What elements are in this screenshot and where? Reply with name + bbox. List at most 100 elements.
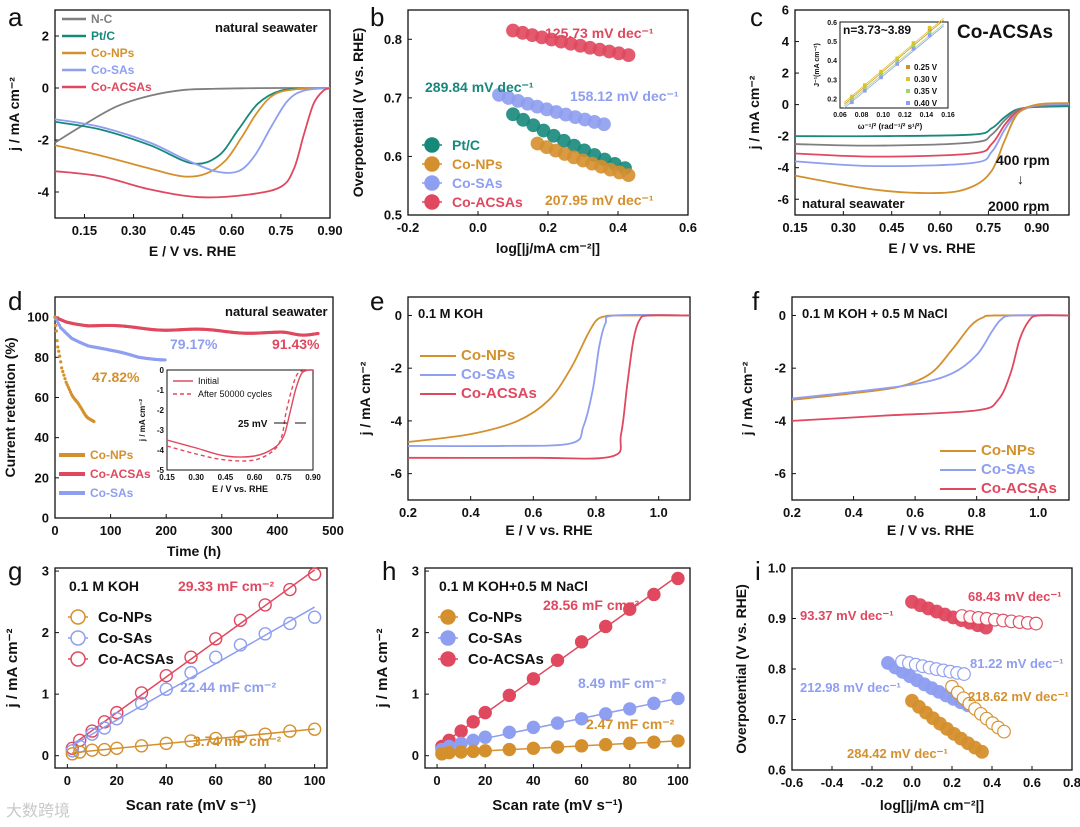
panel-g-ytick-label: 2 (42, 625, 49, 640)
panel-i-xtick-label: 0.8 (1063, 775, 1080, 790)
panel-d-point (58, 354, 62, 358)
panel-g-ytick-label: 3 (42, 564, 49, 579)
panel-b-letter: b (370, 2, 384, 32)
panel-c-inset-point (879, 69, 883, 74)
panel-c-inset-point (927, 33, 932, 38)
panel-a-xlabel: E / V vs. RHE (149, 243, 236, 259)
panel-a-ytick-label: -2 (37, 133, 49, 148)
panel-e-annotation: 0.1 M KOH (418, 306, 483, 321)
panel-g-point (159, 682, 173, 696)
panel-c-ylabel: j / mA cm⁻² (746, 75, 762, 150)
panel-i-ytick-label: 1.0 (768, 561, 786, 576)
panel-f-xtick-label: 0.2 (783, 505, 801, 520)
panel-h-annotation: 0.1 M KOH+0.5 M NaCl (439, 578, 588, 594)
panel-a-xtick-label: 0.90 (317, 223, 342, 238)
panel-e-xtick-label: 0.2 (399, 505, 417, 520)
panel-h-frame (424, 567, 691, 769)
panel-h-xlabel: Scan rate (mV s⁻¹) (492, 797, 622, 814)
panel-h-xtick-label: 0 (433, 773, 440, 788)
panel-d-annotation: natural seawater (225, 304, 328, 319)
panel-d-legend-label: Co-NPs (90, 448, 134, 462)
panel-i-slope-label: 81.22 mV dec⁻¹ (970, 656, 1064, 671)
panel-d-inset-xtick-label: 0.45 (218, 473, 234, 482)
panel-c-inset-fit (844, 25, 944, 109)
panel-c-ytick-label: 0 (782, 97, 789, 112)
panel-f-xlabel: E / V vs. RHE (887, 522, 974, 538)
panel-g-point (209, 632, 223, 646)
panel-g-point (184, 734, 198, 748)
panel-c-inset-xtick-label: 0.06 (833, 112, 847, 119)
panel-d-point (53, 315, 57, 319)
panel-f-legend-label: Co-NPs (981, 442, 1035, 459)
panel-c-inset-point (863, 85, 867, 89)
panel-g-ytick-label: 0 (42, 748, 49, 763)
panel-d-inset-xtick-label: 0.75 (276, 473, 292, 482)
panel-f-ytick-label: -6 (774, 466, 786, 481)
panel-d-point (54, 329, 58, 333)
panel-a-ylabel: j / mA cm⁻² (6, 77, 22, 152)
panel-b-xtick-label: 0.4 (609, 220, 628, 235)
panel-h-point (502, 742, 517, 757)
panel-g-ytick-label: 1 (42, 687, 49, 702)
panel-e-xtick-label: 1.0 (650, 505, 668, 520)
panel-a-legend-label: N-C (91, 12, 113, 26)
panel-g-xtick-label: 60 (208, 773, 222, 788)
panel-c-inset-ytick-label: 0.5 (827, 39, 837, 46)
panel-b-ytick-label: 0.5 (384, 208, 402, 223)
panel-c-ytick-label: -2 (777, 129, 789, 144)
panel-d-xlabel: Time (h) (167, 543, 221, 559)
panel-c-inset-xtick-label: 0.12 (898, 112, 912, 119)
panel-d-inset-series-line (166, 369, 314, 458)
panel-c-inset-xlabel: ω⁻¹/² (rad⁻¹/² s¹/²) (858, 122, 923, 131)
panel-h-legend-label: Co-ACSAs (468, 651, 544, 668)
panel-c-ytick-label: 2 (782, 66, 789, 81)
panel-i-letter: i (755, 556, 761, 586)
panel-d-point (65, 383, 69, 387)
panel-d-point (67, 388, 72, 392)
panel-h-point (647, 587, 661, 602)
panel-h-point (526, 741, 541, 756)
panel-d-ytick-label: 20 (35, 470, 49, 485)
panel-i-xtick-label: -0.2 (861, 775, 883, 790)
panel-d-ytick-label: 100 (27, 310, 49, 325)
panel-c-inset-point (911, 41, 916, 45)
panel-a-legend-label: Pt/C (91, 29, 115, 43)
panel-e-ylabel: j / mA cm⁻² (357, 361, 373, 436)
panel-c-inset-fit (844, 23, 944, 107)
panel-h-legend-marker (440, 651, 456, 667)
panel-h-letter: h (382, 556, 396, 586)
panel-h-legend-label: Co-SAs (468, 630, 522, 647)
panel-g-point (184, 665, 198, 680)
panel-i-slope-label: 93.37 mV dec⁻¹ (800, 608, 894, 623)
panel-d-point (57, 349, 61, 353)
panel-c-xtick-label: 0.45 (879, 220, 904, 235)
panel-e-frame (407, 296, 691, 501)
panel-d-inset-series-line (166, 369, 314, 462)
panel-g-point (283, 724, 297, 738)
panel-b-legend-marker (424, 137, 440, 153)
panel-h-ytick-label: 1 (412, 687, 419, 702)
panel-d-inset-ylabel: j / mA cm⁻² (138, 399, 147, 442)
panel-f-legend-label: Co-ACSAs (981, 480, 1057, 497)
panel-b-xtick-label: 0.0 (469, 220, 487, 235)
panel-h-point (502, 725, 517, 740)
panel-f-xtick-label: 0.4 (845, 505, 864, 520)
panel-b-legend-marker (424, 156, 440, 172)
panel-h-point (502, 688, 517, 703)
panel-h-ytick-label: 2 (412, 625, 419, 640)
panel-g-point (258, 627, 272, 641)
panel-c-frame (794, 9, 1070, 216)
panel-g-xtick-label: 80 (258, 773, 272, 788)
panel-h-xtick-label: 100 (667, 773, 689, 788)
panel-d-letter: d (8, 286, 22, 316)
panel-d-ylabel: Current retention (%) (2, 338, 18, 478)
panel-f-xtick-label: 0.6 (906, 505, 924, 520)
panel-a-series-line (54, 87, 331, 199)
panel-f-series-line (791, 314, 1070, 401)
panel-d-point (316, 331, 320, 336)
panel-i-ylabel: Overpotential (V vs. RHE) (733, 584, 749, 754)
panel-e-xtick-label: 0.4 (462, 505, 481, 520)
panel-c-inset-legend-swatch (906, 101, 910, 105)
panel-h-point (574, 712, 589, 726)
panel-h-xtick-label: 20 (478, 773, 492, 788)
